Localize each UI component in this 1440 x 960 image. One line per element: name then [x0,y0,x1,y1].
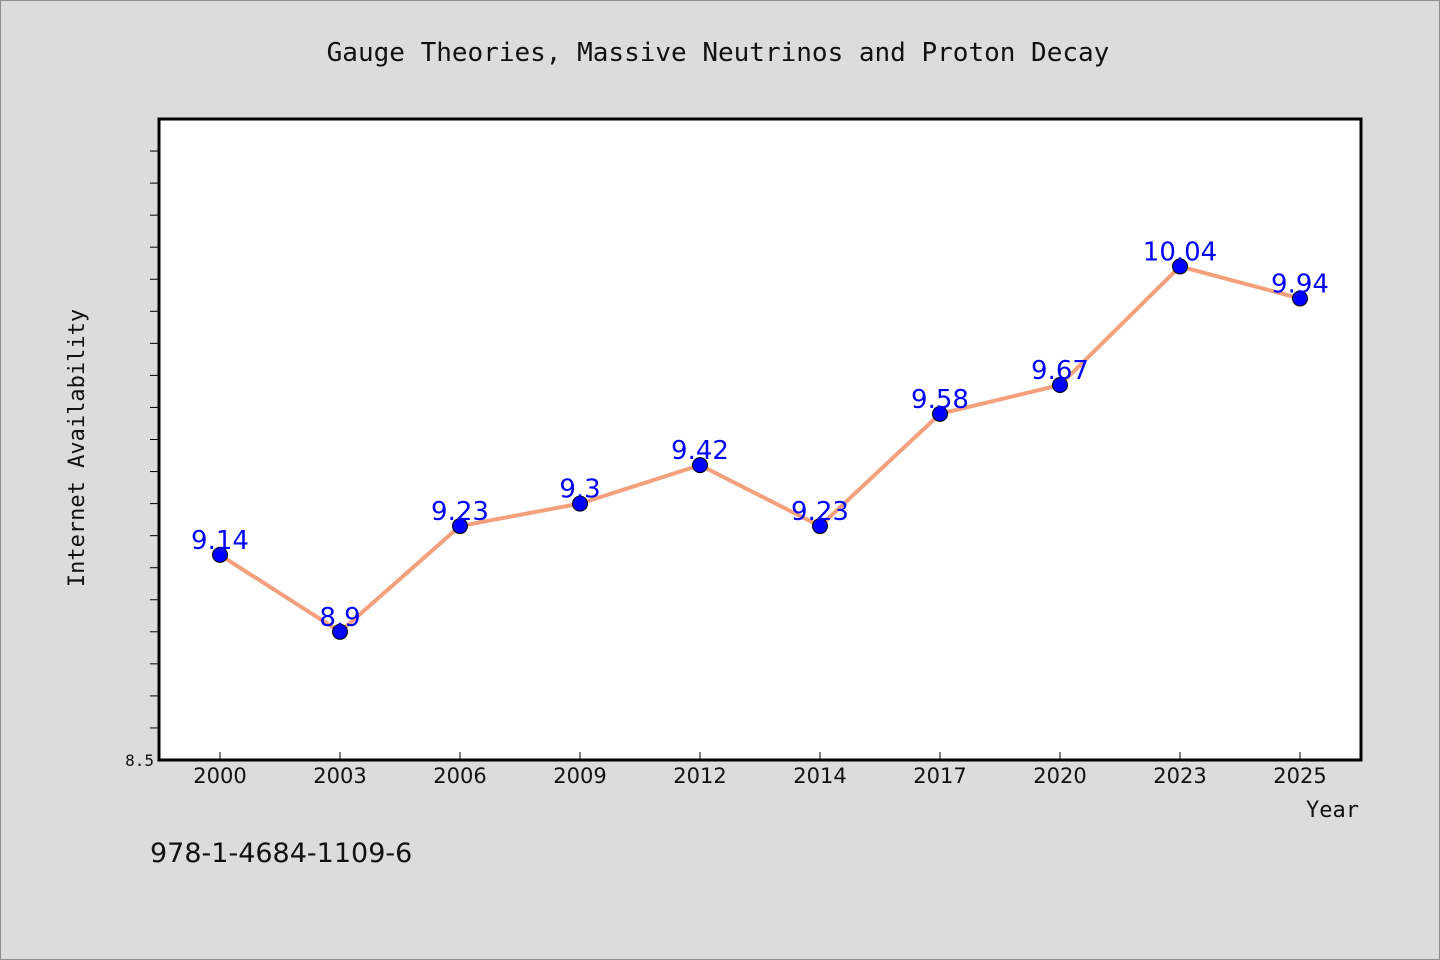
data-point [572,495,588,512]
x-axis-ticks [219,752,1301,760]
data-label: 9.42 [671,436,729,466]
x-axis-title: Year [1306,798,1359,823]
x-tick-label: 2020 [1033,764,1086,788]
chart-title: Gauge Theories, Massive Neutrinos and Pr… [327,38,1110,68]
data-point [692,457,708,474]
data-point [332,623,348,640]
x-tick-label: 2003 [313,764,366,788]
footer-isbn: 978-1-4684-1109-6 [150,838,412,869]
x-axis-tick-labels: 2000 2003 2006 2009 2012 2014 2017 2020 2023 2025 [193,764,1326,788]
y-axis-tick-labels: 8.5 [125,751,154,770]
data-label: 8.9 [319,603,360,633]
x-tick-label: 2012 [673,764,726,788]
data-point [452,518,468,535]
x-tick-label: 2006 [433,764,486,788]
data-label: 10.04 [1143,237,1217,267]
x-tick-label: 2014 [793,764,846,788]
data-label: 9.67 [1031,356,1089,386]
y-axis-ticks [150,150,159,729]
data-label: 9.3 [559,475,600,505]
data-point [932,405,948,422]
data-label: 9.58 [911,385,969,415]
x-tick-label: 2009 [553,764,606,788]
data-label: 9.23 [791,497,849,527]
x-tick-label: 2000 [193,764,246,788]
data-label: 9.94 [1271,269,1329,299]
data-point [1052,377,1068,394]
series-group: 9.14 8.9 9.23 9.3 9.42 9.23 9.58 9.67 10.04 9.94 [191,237,1329,640]
y-tick-label: 8.5 [125,751,154,770]
plot-area [157,117,1363,762]
data-point [1172,258,1188,275]
series-line [218,264,1302,634]
data-point [812,518,828,535]
y-axis-title: Internet Availability [65,309,90,587]
data-label: 9.23 [431,497,489,527]
data-label: 9.14 [191,526,249,556]
data-point [212,546,228,563]
x-tick-label: 2025 [1273,764,1326,788]
x-tick-label: 2017 [913,764,966,788]
x-tick-label: 2023 [1153,764,1206,788]
data-point [1292,290,1308,307]
